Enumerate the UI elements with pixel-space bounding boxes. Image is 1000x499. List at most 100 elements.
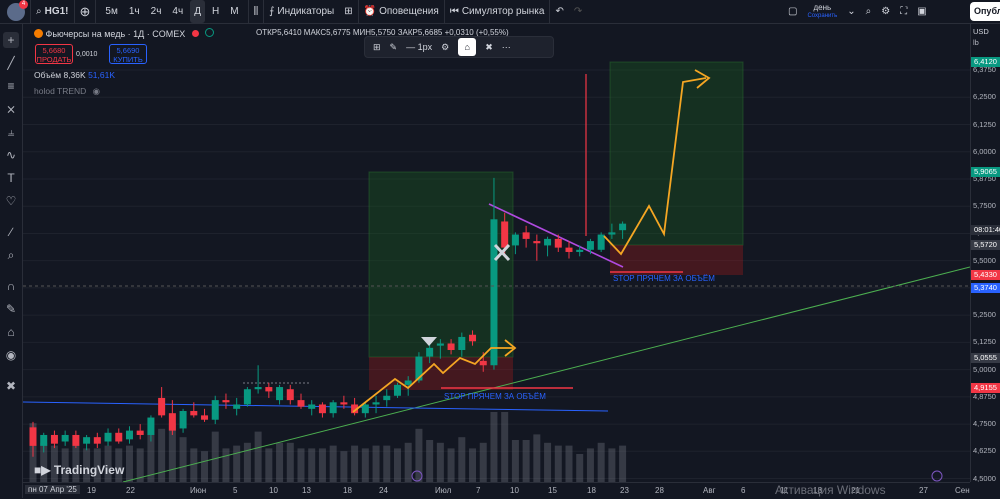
timeframe-3[interactable]: 4ч [172, 6, 184, 17]
candle-body [458, 336, 466, 351]
brush-icon[interactable]: ∿ [5, 148, 17, 162]
projection-path-2[interactable] [603, 77, 707, 256]
timeframe-1[interactable]: 1ч [128, 6, 140, 17]
fullscreen-icon[interactable]: ⛶ [900, 6, 908, 17]
time-axis[interactable]: пн 07 Апр '25 19 22 Июн 5 10 13 18 24 Июл 7 10 15 18 2… [23, 482, 970, 499]
volume-value: 8,36K [63, 70, 86, 80]
templates-button[interactable]: ⊞ [339, 0, 357, 23]
time-label: 19 [87, 486, 96, 495]
pencil-lock-icon[interactable]: ✎ [5, 302, 17, 316]
indicators-button[interactable]: ⨍ Индикаторы [263, 0, 339, 23]
candle-body [340, 402, 348, 405]
trendline-icon[interactable]: ╱ [7, 56, 15, 70]
compare-button[interactable]: ⊕ [73, 0, 96, 23]
scroll-marker-right[interactable] [931, 470, 943, 482]
plus-circle-icon: ⊕ [79, 3, 91, 19]
template-grid-icon[interactable]: ⊞ [373, 41, 381, 52]
cross-marker[interactable] [493, 243, 511, 262]
windows-activation: Активация Windows [775, 483, 886, 497]
timeframe-0[interactable]: 5м [105, 6, 118, 17]
price-axis[interactable]: USD lb 6,3750 6,2500 6,1250 6,0000 5,8750 5,7… [970, 24, 1000, 483]
lock-icon[interactable]: ⌂ [458, 38, 477, 56]
redo-icon: ↷ [573, 6, 583, 17]
redo-button[interactable]: ↷ [569, 0, 587, 23]
timeframe-5[interactable]: Н [211, 6, 220, 17]
volume-bar [125, 445, 133, 482]
sell-button[interactable]: 5,6680 ПРОДАТЬ [35, 44, 73, 64]
layout-square-icon[interactable]: ▢ [788, 6, 798, 17]
eye-icon[interactable]: ◉ [92, 86, 101, 96]
candle-body [490, 219, 498, 366]
down-arrow-marker[interactable] [421, 337, 437, 346]
heart-icon[interactable]: ♡ [5, 194, 17, 208]
gear-icon[interactable]: ⚙ [881, 6, 891, 17]
candle-body [136, 430, 144, 435]
price-tag: 4,9155 [971, 383, 1000, 394]
chevron-down-icon[interactable]: ⌄ [847, 6, 856, 17]
undo-button[interactable]: ↶ [549, 0, 568, 23]
more-icon[interactable]: ⋯ [501, 41, 511, 52]
candle-body [351, 404, 359, 414]
blue-trendline[interactable] [23, 401, 609, 412]
scroll-marker-left[interactable] [411, 470, 423, 482]
fib-icon[interactable]: ≡ [7, 79, 15, 93]
profit-zone-1[interactable] [368, 171, 514, 358]
profit-zone-2[interactable] [609, 61, 744, 246]
volume-bar [286, 442, 294, 482]
crosshair-icon[interactable]: + [3, 32, 19, 48]
tradingview-logo[interactable]: ■▶ TradingView [34, 463, 124, 477]
replay-button[interactable]: ⏮ Симулятор рынка [443, 0, 550, 23]
ruler-icon[interactable]: ∕ [9, 225, 12, 239]
lock-icon[interactable]: ⌂ [7, 325, 15, 339]
timeframe-group: 5м 1ч 2ч 4ч Д Н М [95, 0, 247, 23]
price-tag: 5,9065 [971, 167, 1000, 178]
stop-label-1[interactable]: STOP ПРЯЧЕМ ЗА ОБЪЁМ [444, 392, 546, 401]
timeframe-2[interactable]: 2ч [150, 6, 162, 17]
price-chart[interactable]: STOP ПРЯЧЕМ ЗА ОБЪЁМ STOP ПРЯЧЕМ ЗА ОБЪЁ… [23, 24, 970, 482]
text-icon[interactable]: T [7, 171, 15, 185]
magnet-icon[interactable]: ∩ [6, 279, 16, 293]
prediction-icon[interactable]: ⫨ [7, 125, 15, 139]
eye-icon[interactable]: ◉ [5, 348, 17, 362]
indicator-legend[interactable]: holod TREND ◉ [34, 86, 100, 97]
search-icon[interactable]: ⌕ [865, 6, 872, 17]
grid [23, 69, 970, 480]
buy-button[interactable]: 5,6690 КУПИТЬ [109, 44, 147, 64]
time-label: Июн [190, 486, 207, 495]
pattern-icon[interactable]: ⨯ [5, 102, 17, 116]
currency-label[interactable]: USD [973, 27, 989, 36]
timeframe-6[interactable]: М [230, 6, 239, 17]
publish-button[interactable]: Опубл [970, 2, 1000, 21]
price-tag: 5,4330 [971, 270, 1000, 281]
candle-body [72, 434, 80, 446]
pencil-icon[interactable]: ✎ [389, 41, 398, 52]
loss-zone-2[interactable] [610, 245, 743, 275]
candle-body [329, 402, 337, 414]
alerts-button[interactable]: ⏰ Оповещения [357, 0, 444, 23]
layout-name[interactable]: день Сохранить [807, 2, 837, 20]
avatar[interactable]: 4 [7, 0, 28, 21]
symbol-search[interactable]: ⌕ HG1! [30, 0, 74, 23]
purple-trendline[interactable] [488, 203, 624, 268]
green-trendline[interactable] [122, 266, 970, 482]
candle-body [544, 238, 552, 246]
loss-zone-1[interactable] [369, 357, 513, 390]
camera-icon[interactable]: ▣ [917, 6, 927, 17]
volume-bar [168, 423, 176, 482]
layout-label: день [813, 2, 832, 12]
line-width-button[interactable]: — 1px [406, 42, 433, 52]
zoom-icon[interactable]: ⌕ [7, 248, 15, 262]
volume-bar [50, 445, 58, 482]
trash-icon[interactable]: ✖ [5, 379, 17, 393]
stop-label-2[interactable]: STOP ПРЯЧЕМ ЗА ОБЪЁМ [613, 274, 715, 283]
candle-body [619, 223, 627, 231]
timeframe-4[interactable]: Д [190, 0, 205, 23]
price-label: 6,1250 [973, 119, 996, 129]
price-label: 4,7500 [973, 419, 996, 429]
chart-type-button[interactable]: ⫼ [247, 0, 264, 23]
projection-path-1[interactable] [352, 347, 513, 413]
settings-icon[interactable]: ⚙ [441, 41, 450, 52]
user-menu[interactable]: 4 [0, 0, 30, 23]
trash-icon[interactable]: ✖ [485, 41, 493, 52]
time-label: Июл [435, 486, 452, 495]
